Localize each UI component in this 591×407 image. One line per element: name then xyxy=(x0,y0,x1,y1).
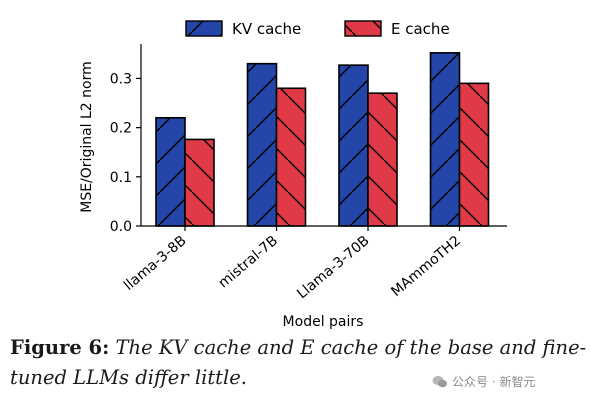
wechat-icon xyxy=(432,375,447,387)
bar-kv-cache-2 xyxy=(338,64,369,227)
bar-e-cache-0 xyxy=(184,138,215,227)
bar-e-cache-3 xyxy=(458,82,490,227)
x-tick-label: MAmmoTH2 xyxy=(388,233,464,300)
bars-layer xyxy=(155,52,490,227)
x-tick-label: Llama-3-70B xyxy=(294,233,372,302)
y-tick-label: 0.1 xyxy=(110,170,132,186)
legend-label: KV cache xyxy=(232,20,301,38)
bar-e-cache-2 xyxy=(367,92,398,227)
y-axis-label: MSE/Original L2 norm xyxy=(79,61,95,213)
bar-chart: 0.0 0.1 0.2 0.3 llama-3-8B mistral-7B Llama-3-… xyxy=(79,20,507,330)
axes-layer xyxy=(140,44,507,227)
x-tick-label: mistral-7B xyxy=(216,233,282,292)
watermark: 公众号 · 新智元 xyxy=(432,373,535,390)
caption-label: Figure 6: xyxy=(10,336,110,359)
bar-kv-cache-0 xyxy=(155,116,186,227)
watermark-text: 公众号 · 新智元 xyxy=(452,375,536,389)
bar-e-cache-1 xyxy=(275,87,307,227)
bar-kv-cache-3 xyxy=(429,52,461,227)
legend: KV cache E cache xyxy=(185,20,450,38)
x-axis-label: Model pairs xyxy=(283,314,364,330)
caption-text: The KV cache and E cache of the base and… xyxy=(10,336,587,389)
legend-label: E cache xyxy=(391,20,450,38)
y-tick-label: 0.3 xyxy=(110,71,132,87)
y-tick-label: 0.2 xyxy=(110,121,132,137)
x-tick-label: llama-3-8B xyxy=(121,233,190,294)
legend-item-kv-cache: KV cache xyxy=(185,20,301,38)
bar-kv-cache-1 xyxy=(246,62,278,227)
y-tick-label: 0.0 xyxy=(110,219,132,235)
figure-caption: Figure 6: The KV cache and E cache of th… xyxy=(10,333,590,393)
legend-item-e-cache: E cache xyxy=(344,20,450,38)
